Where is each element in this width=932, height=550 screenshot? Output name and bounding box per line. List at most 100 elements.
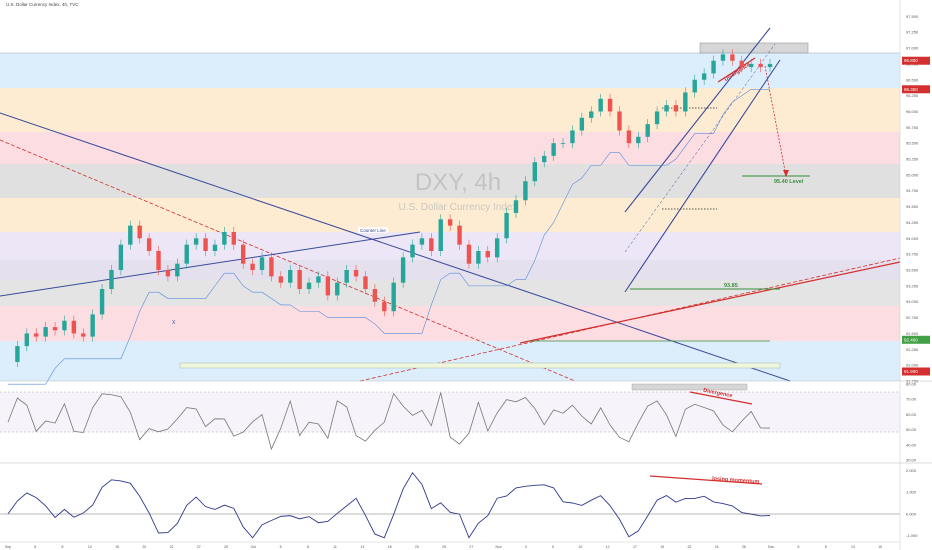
zone-blue-bottom [0, 341, 900, 381]
candle-body [146, 238, 152, 251]
candle-body [476, 250, 481, 264]
channel-upper [624, 27, 771, 213]
candle-body [758, 63, 763, 68]
candle-body [278, 276, 284, 283]
price-candles [8, 49, 773, 385]
time-tick-label: 19 [660, 545, 664, 549]
momentum-tick-label: 1.000 [906, 490, 917, 495]
time-tick-label: 25 [442, 545, 446, 549]
candle-body [419, 238, 425, 245]
time-tick-label: 15 [878, 545, 882, 549]
level-93-85-label: 93.85 [724, 283, 738, 289]
candle-body [617, 111, 622, 131]
losing-momentum-line [649, 475, 763, 485]
rsi-band [0, 392, 900, 432]
counter-line-label-bg [358, 227, 388, 233]
descending-red-dashed [0, 139, 576, 382]
candle-body [626, 130, 632, 144]
level-95-40-label: 95.40 Level [774, 179, 804, 185]
price-tick-label: 93.000 [906, 299, 919, 304]
price-badge [902, 367, 930, 376]
time-tick-label: 13 [360, 545, 364, 549]
candle-body [165, 270, 171, 277]
zone-purple [0, 232, 900, 260]
price-badge [902, 56, 930, 65]
time-tick-label: 26 [742, 545, 746, 549]
time-tick-label: Nov [495, 545, 501, 549]
bottom-green-box [179, 362, 781, 369]
candle-body [542, 155, 547, 163]
price-badge [902, 85, 930, 94]
candle-body [344, 270, 349, 283]
chart-header-symbol: U.S. Dollar Currency Index, 4h, TVC [6, 2, 79, 7]
candle-body [598, 98, 603, 112]
descending-trendline [0, 112, 791, 382]
rsi-tick-label: 80.00 [906, 382, 917, 387]
rsi-tick-label: 40.00 [906, 442, 917, 447]
candle-body [429, 238, 434, 251]
candle-body [730, 54, 735, 61]
candle-body [739, 60, 744, 68]
time-tick-label: Sep [5, 545, 11, 549]
time-tick-label: 5 [280, 545, 282, 549]
rsi-axis: 80.00 70.00 60.00 50.00 40.00 30.00 [906, 382, 917, 463]
candle-body [438, 219, 443, 251]
zone-pink [0, 132, 900, 164]
price-tick-label: 97.500 [906, 14, 919, 19]
rsi-tick-label: 30.00 [906, 458, 917, 463]
time-tick-label: 8 [62, 545, 64, 549]
candle-body [466, 244, 472, 264]
price-tick-label: 94.250 [906, 220, 919, 225]
rsi-line [7, 392, 771, 451]
candle-body [34, 333, 39, 337]
candle-body [71, 320, 77, 334]
rsi-tick-label: 70.00 [906, 397, 917, 402]
zone-pink-2 [0, 306, 900, 341]
time-tick-label: 5 [552, 545, 554, 549]
candle-body [306, 282, 312, 290]
price-tick-label: 93.500 [906, 268, 919, 273]
candle-body [156, 250, 161, 271]
candle-body [767, 63, 773, 68]
price-badge [902, 335, 930, 344]
candle-body [607, 98, 613, 112]
candle-body [523, 181, 528, 201]
price-badges: 96.800 96.350 92.400 91.900 [902, 56, 930, 376]
candle-body [288, 270, 293, 283]
candle-body [43, 327, 48, 337]
candle-body [570, 130, 575, 144]
price-tick-label: 95.500 [906, 141, 919, 146]
time-tick-label: 22 [687, 545, 691, 549]
candle-body [589, 111, 594, 118]
candle-body [203, 238, 208, 251]
time-tick-label: 6 [797, 545, 799, 549]
price-badge-label: 96.800 [904, 58, 918, 63]
zone-gray [0, 164, 900, 198]
candle-body [711, 60, 716, 74]
momentum-tick-label: 0.000 [906, 511, 917, 516]
price-badge-label: 91.900 [904, 369, 918, 374]
candle-body [137, 225, 142, 239]
time-tick-label: 3 [525, 545, 527, 549]
price-tick-label: 92.500 [906, 331, 919, 336]
candle-body [400, 257, 406, 283]
candle-body [316, 276, 321, 283]
candle-body [636, 136, 641, 144]
candle-body [259, 257, 265, 271]
time-tick-label: 17 [633, 545, 637, 549]
candle-body [410, 244, 415, 258]
candle-body [24, 333, 30, 347]
zone-purple-2 [0, 260, 900, 280]
trailing-stop-line [8, 88, 770, 385]
momentum-line [7, 471, 771, 539]
price-tick-label: 96.250 [906, 93, 919, 98]
rising-red-solid [519, 261, 901, 344]
candle-body [372, 289, 378, 302]
time-tick-label: 20 [142, 545, 146, 549]
candle-body [118, 244, 124, 271]
rsi-gray-box [631, 383, 748, 391]
candle-body [579, 117, 585, 131]
price-badge-label: 92.400 [904, 337, 918, 342]
time-tick-label: 24 [715, 545, 719, 549]
